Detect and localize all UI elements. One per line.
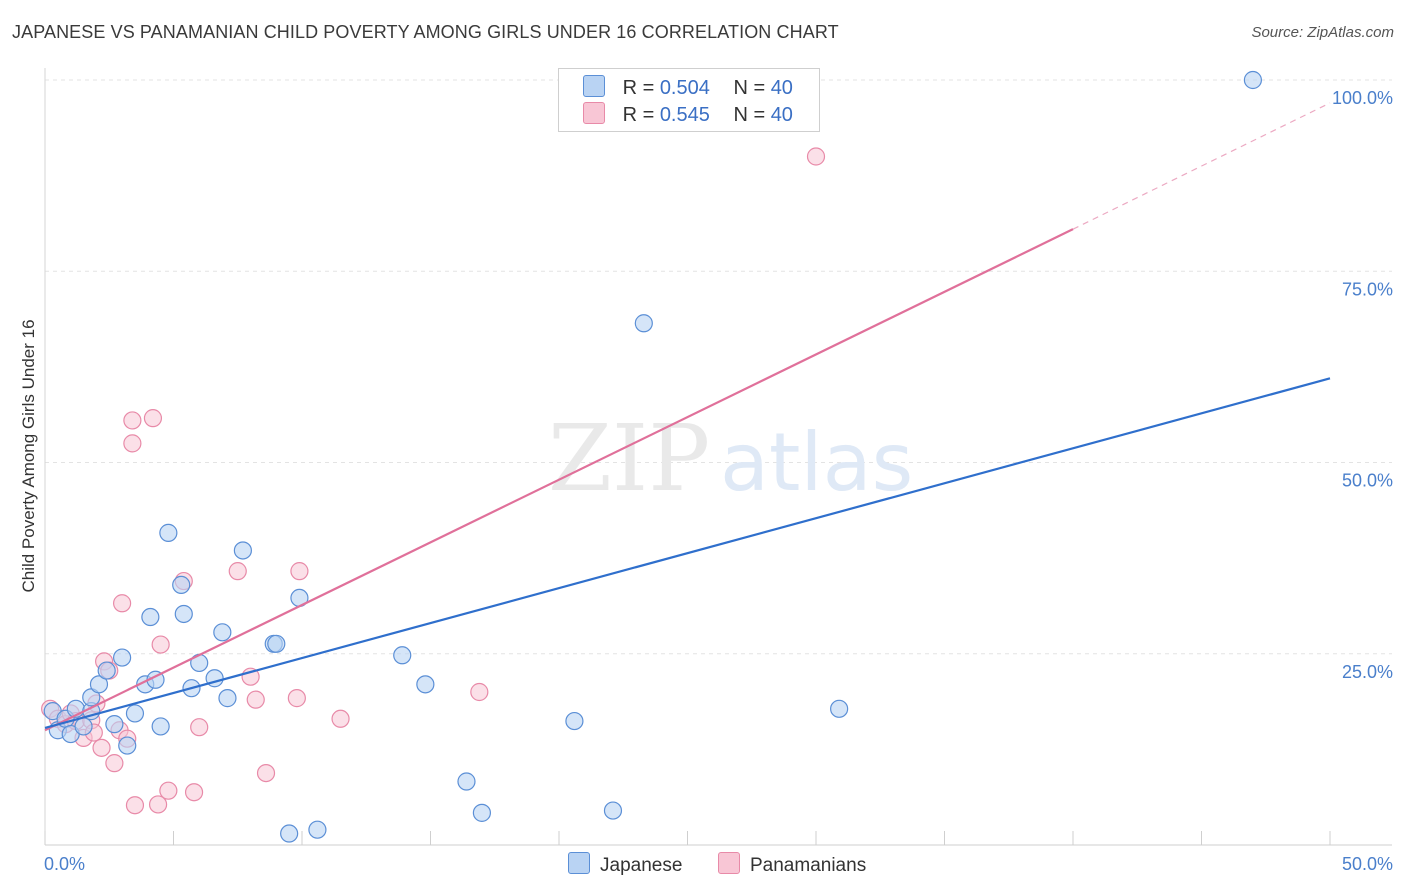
japanese-point: [830, 699, 849, 718]
panamanian-trend-line: [44, 228, 1074, 732]
japanese-point: [74, 717, 93, 736]
panamanian-point: [331, 709, 350, 728]
y-tick-label: 100.0%: [1332, 88, 1393, 108]
japanese-point: [174, 604, 193, 624]
bottom-legend-japanese: Japanese: [568, 852, 682, 877]
japanese-point: [151, 717, 170, 736]
source-label: Source: ZipAtlas.com: [1251, 24, 1394, 41]
japanese-point: [89, 675, 109, 694]
panamanian-point: [184, 783, 204, 802]
axes: [44, 68, 1392, 846]
panamanian-point: [470, 682, 489, 702]
legend-row-japanese: R = 0.504 N = 40: [583, 75, 793, 99]
panamanian-trend-extension: [1072, 102, 1331, 230]
panamanian-swatch: [583, 102, 605, 124]
trend-lines: [44, 102, 1331, 732]
japanese-point: [218, 689, 237, 708]
bottom-legend-panamanians: Panamanians: [718, 852, 866, 877]
japanese-point: [112, 648, 132, 667]
panamanian-legend-label: Panamanians: [750, 855, 867, 876]
japanese-point: [457, 772, 476, 791]
legend-n-value: 40: [770, 77, 793, 99]
panamanian-point: [806, 147, 826, 166]
panamanian-point: [92, 738, 111, 757]
panamanian-point: [148, 795, 168, 814]
x-tick-label: 50.0%: [1342, 854, 1393, 874]
x-tick-label: 0.0%: [44, 854, 85, 874]
japanese-point: [159, 523, 178, 542]
japanese-point: [97, 661, 116, 680]
japanese-point: [416, 675, 435, 694]
watermark-zip: ZIP: [548, 405, 710, 512]
japanese-point: [125, 704, 145, 723]
legend-r-value: 0.504: [659, 77, 710, 99]
japanese-trend-line: [44, 377, 1331, 730]
japanese-point: [213, 623, 232, 642]
japanese-point: [118, 736, 137, 755]
japanese-point: [267, 634, 286, 653]
panamanian-point: [246, 690, 265, 709]
watermark-atlas: atlas: [720, 416, 913, 509]
panamanian-point: [123, 434, 142, 453]
japanese-points: [43, 70, 1263, 843]
legend-n-label: N =: [733, 77, 766, 99]
grid-lines: [45, 79, 1392, 655]
legend-n-label: N =: [733, 104, 766, 126]
panamanian-point: [290, 562, 309, 581]
panamanian-point: [256, 763, 276, 783]
panamanian-point: [159, 781, 178, 800]
panamanian-point: [123, 411, 142, 430]
panamanian-point: [112, 594, 132, 613]
japanese-point: [172, 575, 191, 595]
panamanian-point: [125, 796, 145, 815]
japanese-point: [1243, 70, 1263, 90]
japanese-point: [233, 541, 252, 560]
panamanian-point: [228, 562, 247, 581]
japanese-legend-label: Japanese: [600, 855, 683, 876]
chart-title: JAPANESE VS PANAMANIAN CHILD POVERTY AMO…: [12, 22, 839, 42]
japanese-point: [141, 607, 160, 627]
japanese-point: [393, 646, 412, 665]
japanese-point: [280, 824, 299, 843]
y-axis-label: Child Poverty Among Girls Under 16: [19, 319, 38, 592]
legend-r-label: R =: [622, 104, 655, 126]
panamanian-swatch: [718, 852, 740, 874]
legend-row-panamanians: R = 0.545 N = 40: [583, 102, 793, 126]
japanese-swatch: [568, 852, 590, 874]
japanese-point: [603, 801, 623, 820]
panamanian-point: [151, 635, 170, 654]
y-tick-label: 25.0%: [1342, 662, 1393, 682]
panamanian-point: [105, 754, 124, 773]
japanese-point: [565, 711, 584, 731]
tick-labels: 25.0% 50.0% 75.0% 100.0% 0.0% 50.0%: [44, 88, 1393, 874]
panamanian-point: [287, 689, 306, 708]
japanese-point: [308, 820, 327, 839]
stats-legend: R = 0.504 N = 40 R = 0.545 N = 40: [558, 68, 820, 132]
legend-r-value: 0.545: [659, 104, 710, 126]
y-tick-label: 75.0%: [1342, 279, 1393, 299]
panamanian-point: [190, 718, 209, 737]
japanese-point: [472, 803, 491, 822]
y-tick-label: 50.0%: [1342, 471, 1393, 491]
japanese-point: [105, 715, 124, 734]
legend-r-label: R =: [622, 77, 655, 99]
legend-n-value: 40: [770, 104, 793, 126]
japanese-point: [634, 314, 653, 333]
panamanian-point: [143, 409, 163, 428]
japanese-swatch: [583, 75, 605, 97]
